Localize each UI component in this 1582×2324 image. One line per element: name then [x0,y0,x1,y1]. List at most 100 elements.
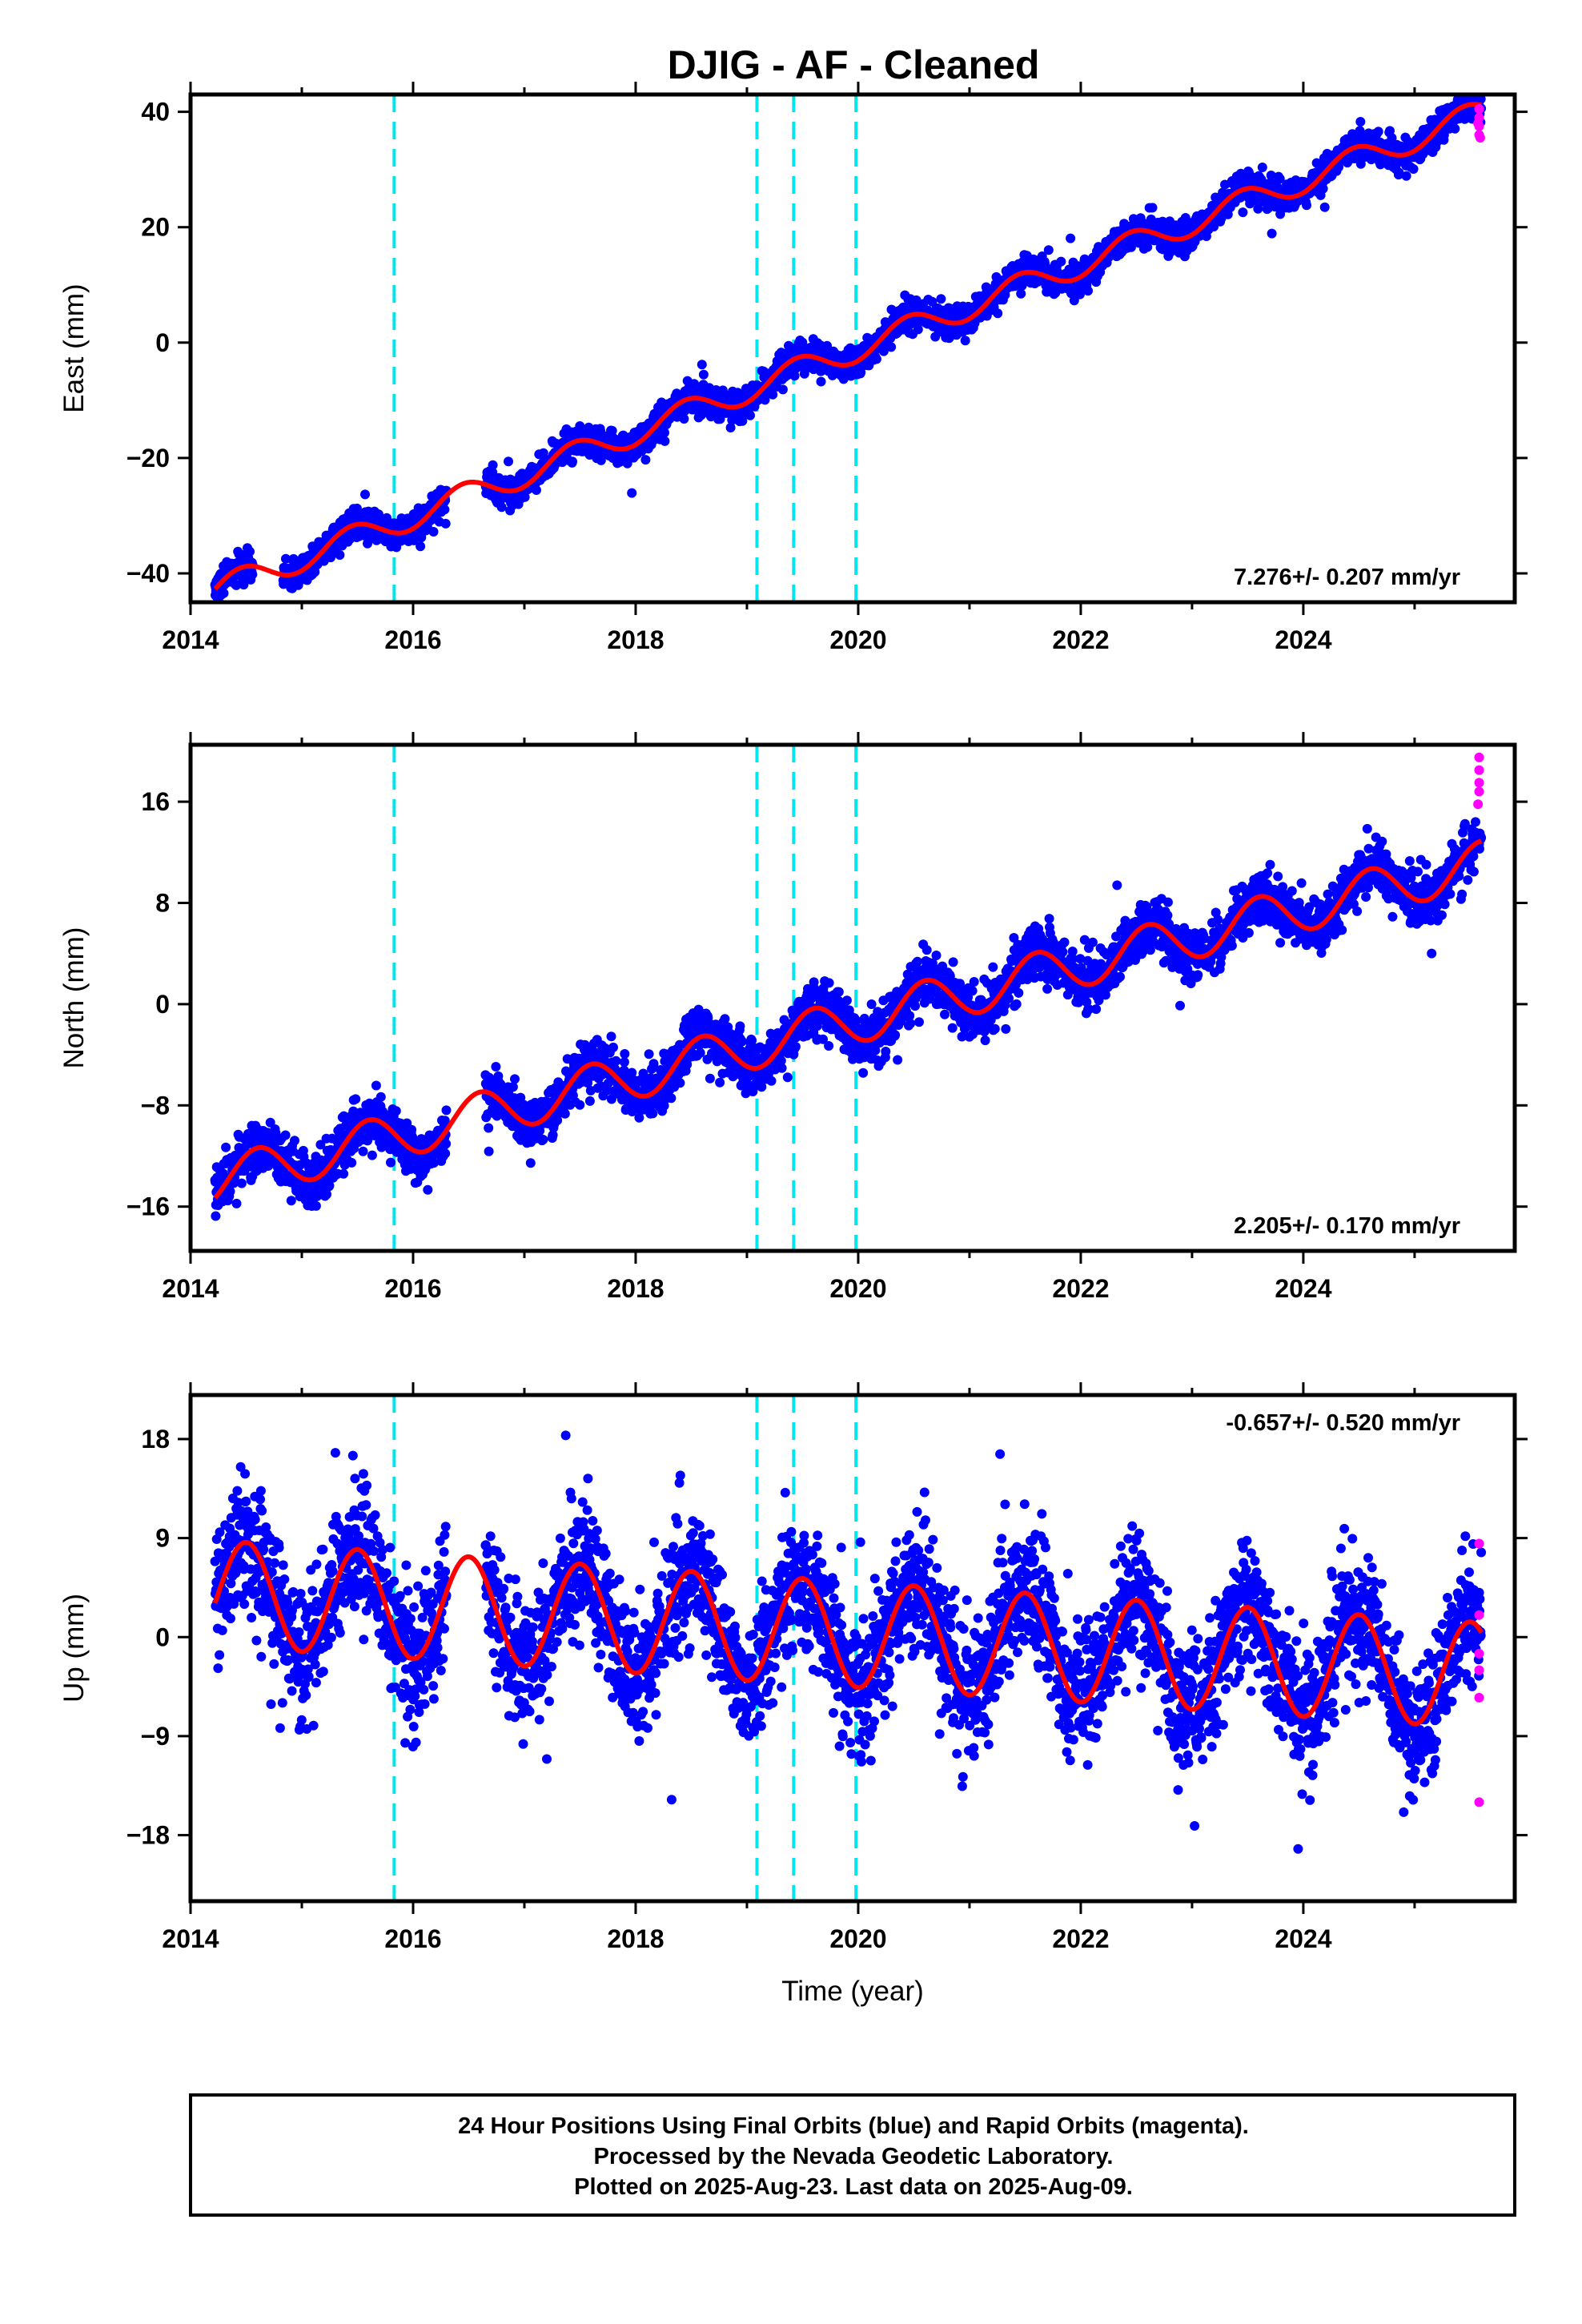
data-point [705,1073,715,1084]
data-point [827,370,837,380]
data-point [247,569,258,580]
data-point [504,456,513,467]
data-point [525,1158,536,1168]
data-point [816,376,826,387]
data-point [441,1105,452,1116]
chart-title: DJIG - AF - Cleaned [668,42,1040,87]
data-point [386,1157,396,1168]
data-point [640,455,651,465]
data-point [360,489,370,500]
data-point [1401,171,1411,181]
data-point [1147,203,1158,213]
data-point [310,567,320,577]
data-point [1267,228,1277,239]
data-point [611,1055,621,1066]
data-point [358,1146,368,1156]
data-point [441,1139,452,1149]
x-tick-label: 2014 [162,625,219,654]
data-point [1355,159,1366,169]
data-point [725,423,736,432]
data-point [768,389,778,400]
data-point [666,1093,677,1104]
data-point [695,1047,705,1058]
data-point [660,436,670,446]
data-point [311,1200,321,1211]
plot-area [210,94,1487,602]
data-point [510,1074,520,1084]
data-point [532,485,541,495]
data-point [375,1092,386,1102]
rapid-point [1474,104,1484,115]
data-point [1450,123,1460,134]
data-point [1275,209,1286,219]
data-point [280,1130,291,1140]
data-point [745,410,755,420]
data-point [675,1078,685,1088]
data-point [913,324,923,335]
data-point [339,1168,349,1179]
data-point [367,1150,377,1160]
data-point [1066,233,1076,243]
data-point [423,1184,433,1195]
data-point [440,505,450,515]
data-point [351,1094,361,1104]
y-tick-label: 40 [141,98,170,127]
data-point [488,467,498,477]
data-point [1476,94,1486,104]
data-point [520,492,530,502]
data-point [993,308,1003,319]
data-point [679,414,689,424]
data-point [760,395,770,405]
data-point [488,460,498,470]
data-point [391,1106,401,1116]
plot-frame [188,92,1517,605]
data-point [627,488,637,498]
data-point [1302,200,1311,211]
final-orbit-points [210,94,1487,602]
data-point [416,541,426,552]
data-point [584,1096,595,1106]
data-point [1275,174,1285,184]
data-point [1394,167,1404,178]
data-point [936,294,946,304]
data-point [560,1108,570,1119]
data-point [428,527,439,537]
data-point [1238,207,1248,218]
data-point [347,1157,357,1168]
data-point [871,354,881,364]
rapid-orbit-points [1473,104,1485,143]
data-point [698,369,709,380]
y-tick-label: 0 [155,328,170,357]
data-point [1056,256,1066,267]
data-point [697,360,707,370]
x-tick-label: 2016 [384,625,441,654]
data-point [1318,183,1328,194]
data-point [231,1198,242,1208]
x-tick-label: 2024 [1275,625,1331,654]
data-point [491,1062,501,1072]
data-point [619,1057,629,1068]
data-point [1319,202,1330,212]
x-tick-label: 2020 [829,625,886,654]
data-point [960,336,970,346]
y-tick-label: 20 [141,213,170,242]
data-point [1257,163,1267,172]
data-point [1355,117,1366,127]
x-tick-label: 2022 [1052,625,1109,654]
data-point [1016,288,1026,299]
data-point [286,1196,296,1206]
data-point [620,1049,630,1059]
data-point [1069,296,1079,306]
data-point [440,518,451,529]
data-point [1083,286,1093,296]
data-point [1266,171,1276,180]
y-axis-label: East (mm) [58,283,90,412]
data-point [371,1080,381,1091]
rapid-point [1475,133,1485,143]
data-point [239,580,249,590]
data-point [886,342,897,352]
data-point [644,1049,654,1059]
rate-label: 7.276+/- 0.207 mm/yr [1234,565,1460,590]
